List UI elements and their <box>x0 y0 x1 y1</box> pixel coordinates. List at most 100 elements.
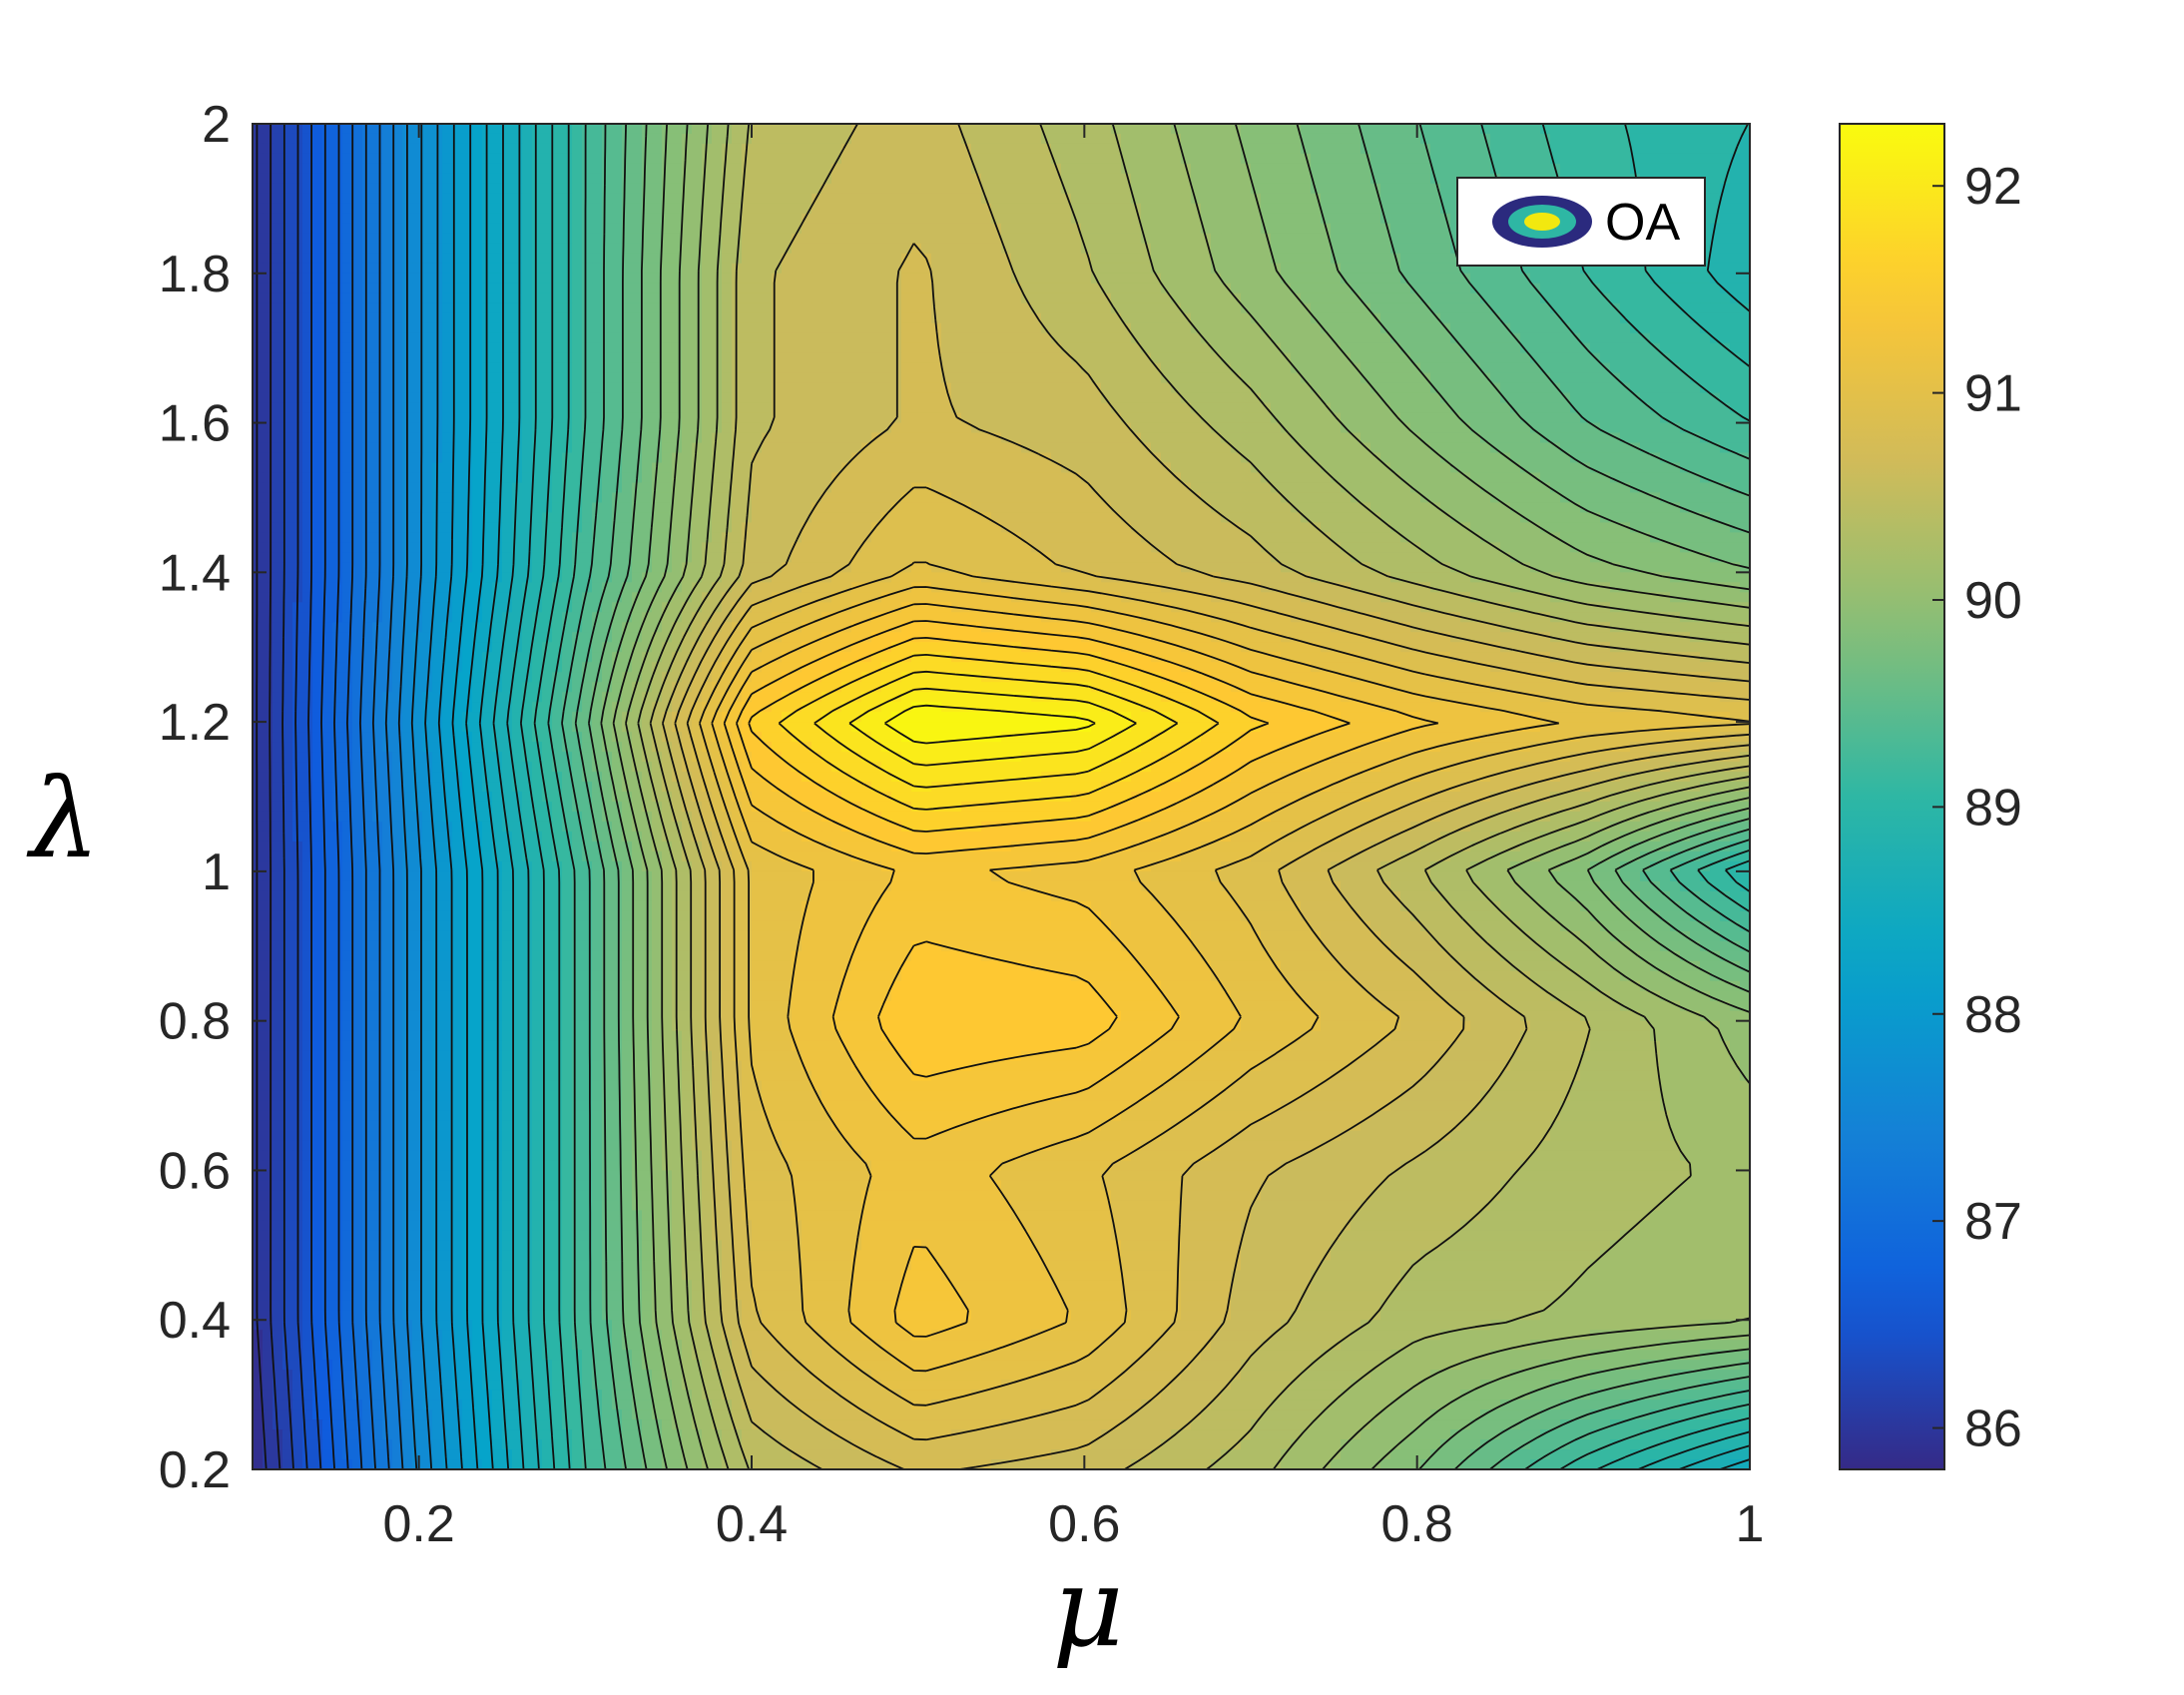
contour-cell <box>1500 423 1511 434</box>
contour-cell <box>991 373 1002 384</box>
contour-cell <box>552 154 563 165</box>
contour-cell <box>1251 333 1262 344</box>
contour-cell <box>1560 353 1571 364</box>
contour-cell <box>342 333 353 344</box>
contour-cell <box>492 124 503 135</box>
contour-cell <box>1011 214 1022 225</box>
contour-cell <box>492 234 503 245</box>
contour-cell <box>1710 134 1721 145</box>
contour-cell <box>1021 124 1032 135</box>
contour-cell <box>532 254 543 265</box>
contour-cell <box>712 174 723 185</box>
contour-cell <box>312 303 323 314</box>
contour-cell <box>1041 383 1052 394</box>
contour-cell <box>312 194 323 205</box>
contour-cell <box>931 393 942 404</box>
contour-cell <box>1281 164 1292 175</box>
contour-cell <box>861 154 872 165</box>
contour-cell <box>632 254 643 265</box>
contour-cell <box>532 144 543 155</box>
contour-cell <box>1041 373 1052 384</box>
contour-cell <box>1420 264 1431 275</box>
contour-cell <box>1201 383 1212 394</box>
contour-cell <box>322 194 333 205</box>
contour-cell <box>1001 323 1012 334</box>
contour-cell <box>582 124 593 135</box>
contour-cell <box>1490 283 1501 294</box>
contour-cell <box>851 144 862 155</box>
contour-cell <box>362 293 373 304</box>
contour-cell <box>951 144 962 155</box>
contour-cell <box>1191 144 1202 155</box>
contour-cell <box>502 443 513 454</box>
contour-cell <box>322 383 333 394</box>
contour-cell <box>542 393 553 404</box>
contour-cell <box>1710 373 1721 384</box>
contour-cell <box>792 343 803 354</box>
contour-cell <box>1370 433 1381 444</box>
contour-cell <box>372 453 383 464</box>
contour-cell <box>1530 274 1541 284</box>
contour-cell <box>532 403 543 414</box>
contour-cell <box>752 363 763 374</box>
contour-cell <box>841 254 852 265</box>
contour-cell <box>1690 443 1701 454</box>
contour-cell <box>1341 323 1352 334</box>
contour-cell <box>642 433 653 444</box>
contour-cell <box>1341 234 1352 245</box>
contour-cell <box>1590 433 1601 444</box>
contour-cell <box>602 184 613 195</box>
contour-cell <box>332 453 343 464</box>
contour-cell <box>1470 134 1481 145</box>
contour-cell <box>442 363 453 374</box>
contour-cell <box>1630 333 1641 344</box>
contour-cell <box>1400 234 1411 245</box>
contour-cell <box>1121 244 1132 255</box>
contour-cell <box>642 134 653 145</box>
contour-cell <box>841 343 852 354</box>
contour-cell <box>1640 383 1651 394</box>
contour-cell <box>1400 303 1411 314</box>
contour-cell <box>1131 373 1142 384</box>
contour-cell <box>1191 383 1202 394</box>
contour-cell <box>941 214 952 225</box>
contour-cell <box>712 194 723 205</box>
contour-cell <box>1281 214 1292 225</box>
contour-cell <box>1241 413 1252 424</box>
contour-cell <box>542 293 553 304</box>
contour-cell <box>542 224 553 235</box>
contour-cell <box>572 283 583 294</box>
contour-cell <box>742 393 753 404</box>
contour-cell <box>961 283 972 294</box>
contour-cell <box>1380 264 1391 275</box>
contour-cell <box>1011 244 1022 255</box>
contour-cell <box>492 204 503 215</box>
contour-cell <box>362 204 373 215</box>
contour-cell <box>841 184 852 195</box>
contour-cell <box>692 313 703 324</box>
contour-cell <box>332 283 343 294</box>
contour-cell <box>851 383 862 394</box>
contour-cell <box>1311 244 1322 255</box>
contour-cell <box>1071 433 1082 444</box>
contour-cell <box>812 124 822 135</box>
contour-cell <box>1460 393 1471 404</box>
contour-cell <box>1111 174 1122 185</box>
contour-cell <box>1171 343 1182 354</box>
contour-cell <box>1251 254 1262 265</box>
contour-cell <box>1580 303 1591 314</box>
contour-cell <box>742 423 753 434</box>
contour-cell <box>512 423 523 434</box>
contour-cell <box>522 453 533 464</box>
contour-cell <box>1560 144 1571 155</box>
contour-cell <box>792 393 803 404</box>
contour-cell <box>322 363 333 374</box>
contour-cell <box>1331 164 1342 175</box>
contour-cell <box>1500 383 1511 394</box>
contour-cell <box>782 303 793 314</box>
contour-cell <box>1520 403 1531 414</box>
contour-cell <box>772 393 783 404</box>
contour-cell <box>332 124 343 135</box>
contour-cell <box>682 154 693 165</box>
contour-cell <box>472 283 483 294</box>
